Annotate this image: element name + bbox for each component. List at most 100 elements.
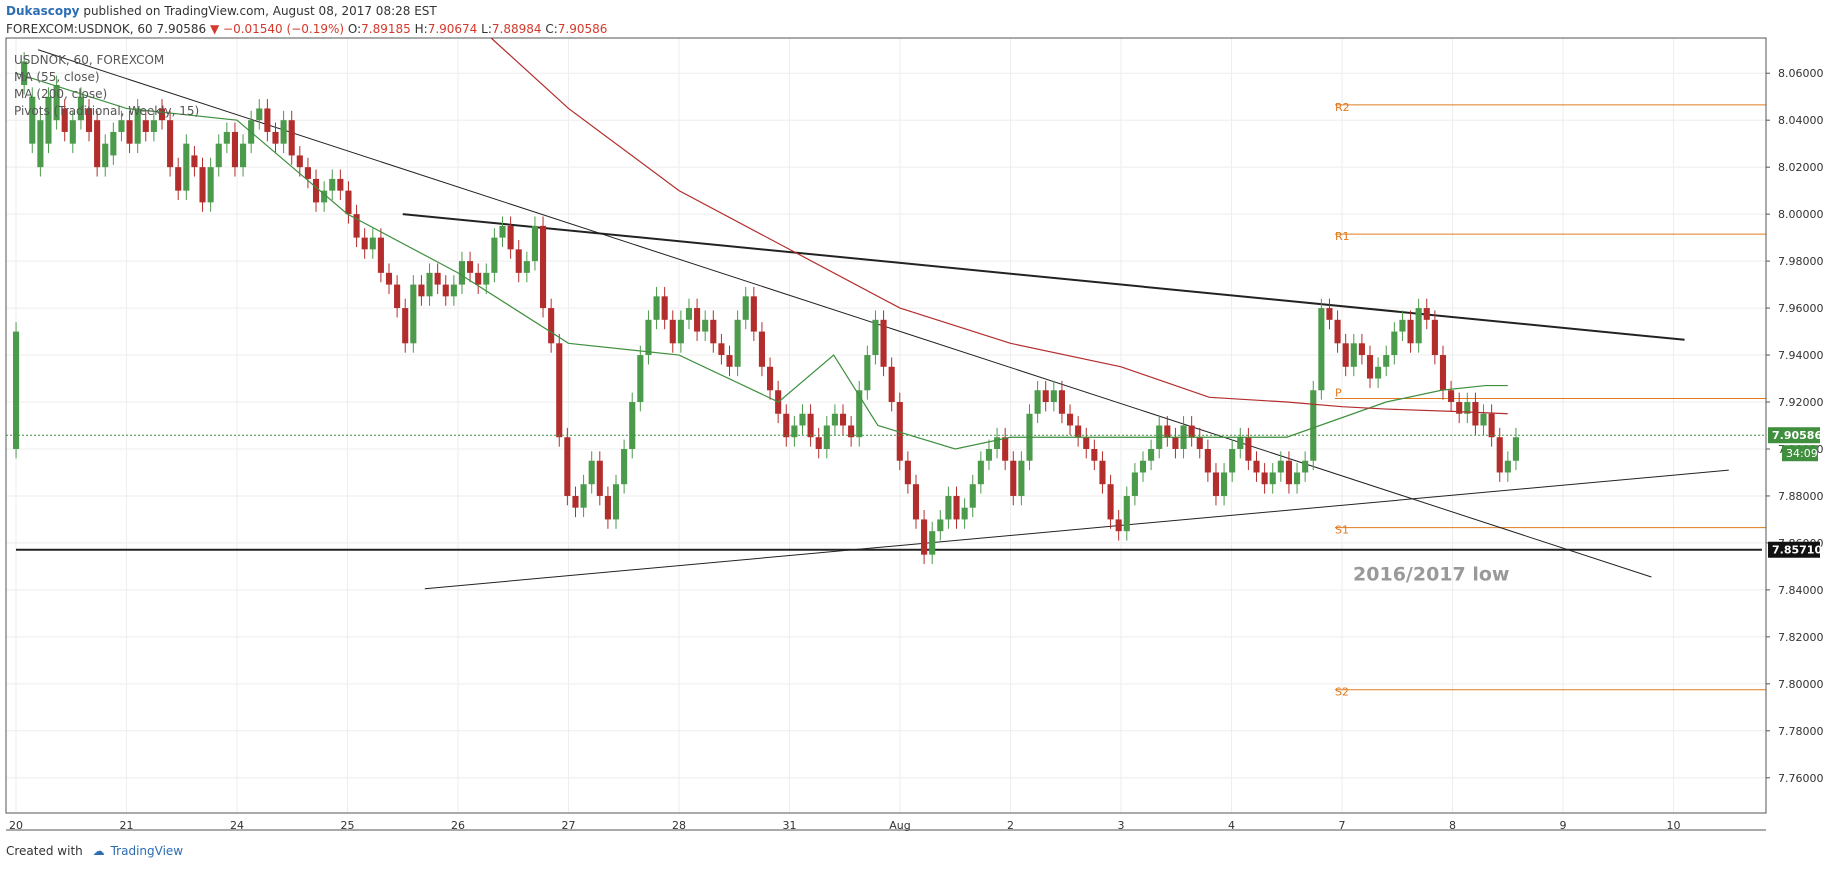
candle-body [207, 167, 214, 203]
change-value: −0.01540 (−0.19%) [223, 22, 345, 36]
candle-body [1423, 308, 1430, 320]
candle-body [1318, 308, 1325, 391]
x-tick-label: 10 [1667, 819, 1681, 832]
candle-body [442, 284, 449, 297]
down-arrow-icon: ▼ [209, 22, 220, 36]
candle-body [937, 519, 944, 532]
candle-body [1083, 437, 1090, 449]
open-label: O: [347, 22, 362, 36]
legend-ma55[interactable]: MA (55, close) [14, 70, 100, 84]
candle-body [1496, 437, 1503, 473]
legend-symbol[interactable]: USDNOK, 60, FOREXCOM [14, 53, 165, 67]
candle-body [491, 237, 498, 273]
candle-body [21, 61, 28, 85]
candle-body [994, 437, 1001, 449]
candle-body [418, 284, 425, 297]
candle-body [377, 237, 384, 273]
trendline [424, 469, 1729, 590]
candle-body [345, 190, 352, 215]
candle-body [77, 96, 84, 121]
candle-body [69, 120, 76, 144]
candle-body [426, 272, 433, 297]
candle-body [1293, 472, 1301, 485]
candle-body [661, 296, 668, 320]
candle-body [742, 296, 749, 320]
y-tick-label: 7.96000 [1778, 302, 1824, 315]
trendlines [16, 49, 1762, 590]
candle-body [29, 96, 36, 144]
tradingview-link[interactable]: TradingView [110, 844, 184, 858]
candle-body [110, 131, 117, 156]
candle-body [929, 531, 936, 555]
candle-body [823, 425, 830, 449]
x-tick-label: 2 [1007, 819, 1014, 832]
candle-body [888, 366, 895, 403]
candle-body [799, 413, 806, 426]
candle-body [1399, 319, 1406, 332]
candle-body [588, 460, 595, 485]
candle-body [1464, 402, 1471, 414]
low-value: 7.88984 [491, 22, 542, 36]
candlesticks [13, 52, 1519, 565]
candle-body [434, 272, 441, 285]
candle-body [621, 448, 628, 485]
candle-body [831, 413, 838, 426]
candle-body [1415, 308, 1422, 344]
candle-body [1383, 355, 1390, 367]
candle-body [750, 296, 757, 332]
candle-body [1375, 366, 1382, 379]
candle-body [1261, 472, 1268, 485]
candle-body [1091, 448, 1098, 461]
x-tick-label: 25 [341, 819, 355, 832]
legend-ma200[interactable]: MA (200, close) [14, 87, 108, 101]
y-tick-label: 7.78000 [1778, 725, 1824, 738]
candle-body [1123, 495, 1130, 532]
candle-body [94, 120, 101, 168]
candle-body [677, 319, 684, 344]
pivot-label: S1 [1335, 524, 1349, 537]
legend-pivots[interactable]: Pivots (Traditional, Weekly, 15) [14, 104, 200, 118]
candle-body [1196, 437, 1203, 449]
candle-body [807, 413, 814, 438]
candle-body [329, 178, 336, 191]
candle-body [1002, 437, 1009, 461]
candle-body [475, 272, 482, 285]
tradingview-logo-icon[interactable]: ☁ [92, 844, 105, 858]
x-tick-label: 24 [230, 819, 244, 832]
pivot-label: R2 [1335, 101, 1350, 114]
candle-body [1302, 460, 1309, 473]
candle-body [1042, 390, 1049, 403]
candle-body [1480, 413, 1487, 426]
candle-body [61, 108, 68, 132]
candle-body [102, 143, 109, 168]
candle-body [1115, 519, 1122, 532]
candle-body [734, 319, 741, 367]
candle-body [961, 507, 968, 520]
candle-body [1342, 343, 1349, 367]
candle-body [1366, 355, 1374, 379]
price-tags: 7.90586 7.85710 34:09 [6, 427, 1822, 558]
candle-body [321, 190, 328, 203]
chart-axes: 8.06000 8.04000 8.02000 8.00000 7.98000 7.960… [5, 37, 1824, 832]
candle-body [1131, 472, 1138, 496]
candle-body [904, 460, 911, 485]
candle-body [231, 131, 239, 168]
candle-body [507, 225, 514, 250]
indicator-legend: USDNOK, 60, FOREXCOM MA (55, close) MA (… [14, 52, 199, 120]
candle-body [483, 272, 490, 285]
candle-body [864, 355, 871, 391]
candle-body [394, 284, 401, 309]
close-value: 7.90586 [557, 22, 608, 36]
y-tick-label: 7.82000 [1778, 631, 1824, 644]
x-tick-label: 8 [1449, 819, 1456, 832]
price-tag-label: 7.90586 [1772, 429, 1822, 442]
countdown-label: 34:09 [1786, 447, 1818, 460]
candle-body [1456, 402, 1463, 414]
candle-body [1407, 319, 1414, 344]
author-link[interactable]: Dukascopy [6, 4, 80, 18]
candle-body [912, 484, 920, 520]
candle-body [1245, 437, 1252, 461]
publish-header: Dukascopy published on TradingView.com, … [6, 4, 437, 19]
candle-body [1504, 460, 1511, 473]
